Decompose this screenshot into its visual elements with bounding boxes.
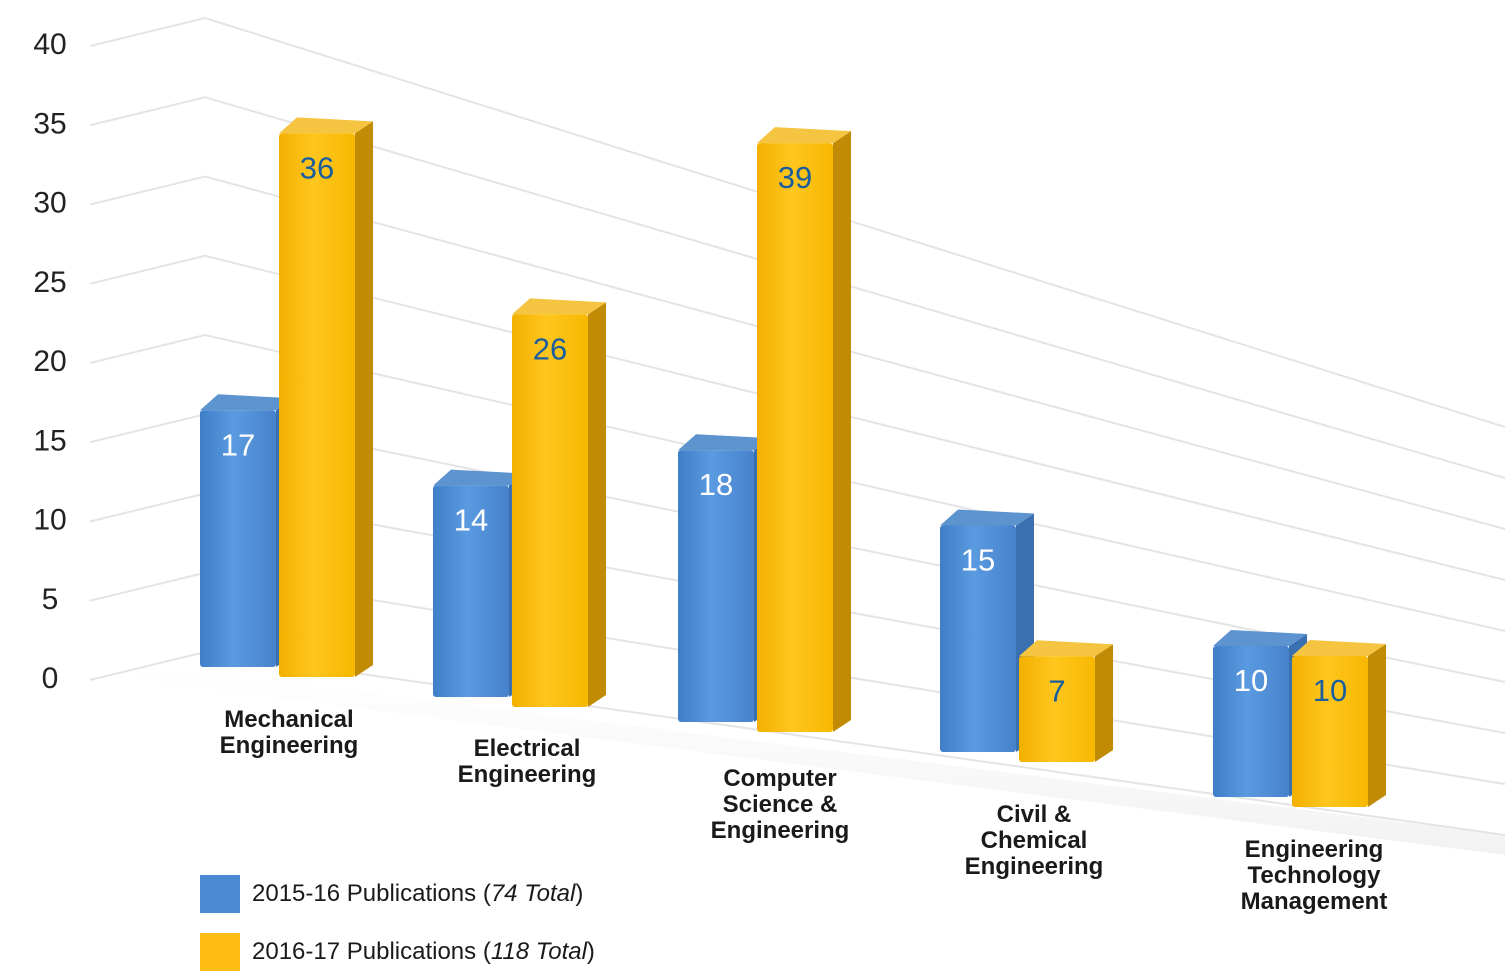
bar-front (678, 450, 754, 722)
gridline (89, 96, 1505, 479)
bar-front (433, 485, 509, 697)
bar-value-label: 7 (1048, 673, 1065, 708)
bar-1-4: 10 (1292, 640, 1386, 807)
bar-top (279, 117, 373, 134)
bar-value-label: 17 (221, 427, 255, 462)
bar-side (1095, 644, 1113, 762)
y-tick-label: 25 (33, 266, 66, 299)
x-category-label: Computer Science & Engineering (711, 765, 850, 844)
bar-front (279, 133, 355, 677)
legend-series-name: 2016-17 Publications (252, 938, 477, 965)
bar-side (355, 121, 373, 677)
bar-front (1213, 646, 1289, 797)
bar-top (1292, 640, 1386, 656)
bar-value-label: 26 (533, 331, 567, 366)
bar-top (678, 434, 772, 451)
y-tick-label: 40 (33, 28, 66, 61)
bar-front (940, 525, 1016, 752)
x-category-label: Engineering Technology Management (1241, 836, 1388, 915)
bar-front (200, 410, 276, 667)
bar-value-label: 10 (1313, 673, 1347, 708)
gridline (89, 175, 1505, 530)
bar-value-label: 39 (778, 160, 812, 195)
bar-value-label: 36 (300, 150, 334, 185)
bar-value-label: 15 (961, 543, 995, 578)
legend-series-total: 118 Total (490, 938, 587, 965)
bar-top (1019, 640, 1113, 657)
legend-swatch-2015-16 (200, 875, 240, 913)
x-category-label: Electrical Engineering (458, 735, 597, 788)
bar-1-2: 39 (757, 127, 851, 733)
x-category-label: Civil & Chemical Engineering (965, 801, 1104, 880)
y-tick-label: 0 (42, 662, 59, 695)
bar-top (757, 127, 851, 144)
bar-1-1: 26 (512, 298, 606, 707)
legend-swatch-2016-17 (200, 933, 240, 971)
y-tick-label: 35 (33, 107, 66, 140)
bar-0-3: 15 (940, 509, 1034, 752)
y-axis-ticks: 0 5 10 15 20 25 30 35 40 (33, 28, 66, 695)
bar-side (588, 302, 606, 707)
bars: 17 14 18 15 10 36 26 39 7 10 (200, 117, 1386, 807)
bar-front (512, 314, 588, 707)
bar-top (940, 509, 1034, 526)
bar-1-0: 36 (279, 117, 373, 677)
y-tick-label: 15 (33, 424, 66, 457)
bar-front (1292, 656, 1368, 807)
legend-label-2016-17: 2016-17 Publications (118 Total) (252, 938, 595, 965)
bar-value-label: 18 (699, 467, 733, 502)
legend-series-name: 2015-16 Publications (252, 880, 477, 907)
y-tick-label: 20 (33, 345, 66, 378)
gridline (89, 254, 1505, 581)
gridline (89, 333, 1505, 632)
gridline (89, 16, 1505, 428)
category-labels: Mechanical Engineering Electrical Engineeri… (220, 706, 1388, 915)
y-tick-label: 5 (42, 583, 59, 616)
y-tick-label: 30 (33, 187, 66, 220)
legend-item-2016-17: 2016-17 Publications (118 Total) (200, 933, 595, 971)
bar-side (833, 131, 851, 733)
legend-item-2015-16: 2015-16 Publications (74 Total) (200, 875, 583, 913)
bar-top (1213, 630, 1307, 646)
bar-front (757, 143, 833, 733)
legend-series-total: 74 Total (490, 880, 576, 907)
bar-top (200, 394, 294, 411)
legend-label-2015-16: 2015-16 Publications (74 Total) (252, 880, 584, 907)
x-category-label: Mechanical Engineering (220, 706, 359, 759)
bar-value-label: 14 (454, 503, 488, 538)
bar-1-3: 7 (1019, 640, 1113, 762)
bar-side (1368, 644, 1386, 807)
bar-top (433, 469, 527, 486)
y-tick-label: 10 (33, 504, 66, 537)
floor (125, 672, 1505, 855)
bar-value-label: 10 (1234, 663, 1268, 698)
bar-front (1019, 656, 1095, 762)
bar-top (512, 298, 606, 315)
